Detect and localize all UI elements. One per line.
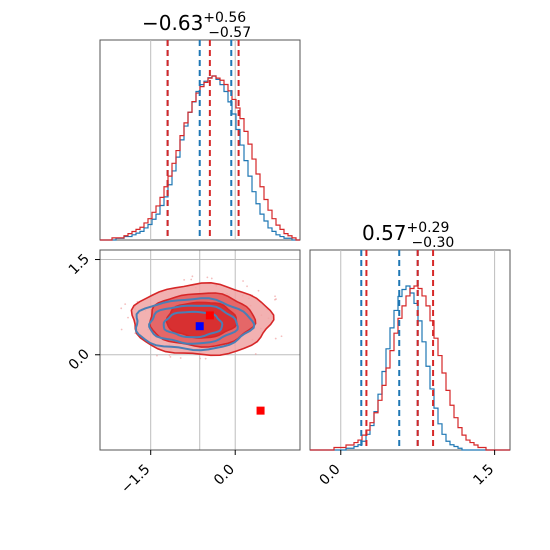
joint-scatter-point [190, 278, 193, 281]
joint-scatter-point [120, 328, 123, 331]
joint-scatter-point [206, 276, 209, 279]
marginal-y-ticks: 0.0 1.5 [317, 450, 497, 489]
panel-marginal-x [99, 39, 301, 241]
marginal-y-hist-blue [310, 285, 510, 451]
marginal-y-tick-label-0: 0.0 [317, 462, 344, 489]
joint-scatter-point [257, 289, 260, 292]
joint-scatter-point [168, 354, 171, 356]
joint-scatter-point [280, 335, 283, 338]
joint-scatter-point [127, 316, 129, 319]
joint-scatter-point [274, 295, 276, 298]
marginal-x-title: −0.63+0.56 −0.57 [142, 10, 251, 41]
panel-joint: −1.5 0.0 0.0 1.5 [66, 249, 301, 497]
joint-y-tick-label-1: 1.5 [66, 251, 93, 278]
joint-scatter-point [242, 280, 244, 282]
joint-scatter-point [246, 285, 248, 288]
joint-markers [195, 311, 265, 415]
marginal-x-title-value: −0.63 [142, 11, 203, 35]
joint-contour-blue-level-1 [148, 304, 239, 345]
marginal-y-tick-label-1: 1.5 [470, 462, 497, 489]
joint-y-tick-label-0: 0.0 [66, 346, 93, 373]
joint-scatter-point [254, 353, 257, 355]
joint-scatter-point [169, 355, 172, 358]
joint-marker-2 [256, 406, 265, 415]
marginal-y-title-value: 0.57 [362, 221, 407, 245]
joint-contours [130, 281, 275, 357]
joint-scatter-point [191, 275, 194, 278]
joint-frame [99, 249, 301, 451]
marginal-x-gridlines [150, 40, 236, 240]
marginal-y-quantile-lines [360, 250, 435, 450]
joint-scatter-point [179, 357, 182, 359]
marginal-y-title: 0.57+0.29 −0.30 [362, 220, 454, 251]
joint-x-tick-label-1: 0.0 [211, 462, 238, 489]
marginal-x-title-plus: +0.56 [203, 10, 246, 26]
joint-scatter-point [199, 357, 202, 360]
joint-x-tick-label-0: −1.5 [118, 462, 153, 497]
joint-scatter-point [156, 354, 158, 357]
marginal-y-title-minus: −0.30 [411, 235, 454, 251]
marginal-x-quantile-lines [166, 40, 240, 240]
marginal-y-gridlines [340, 250, 496, 450]
joint-scatter-point [204, 357, 207, 360]
joint-scatter-point [124, 303, 127, 306]
marginal-y-frame [309, 249, 511, 451]
marginal-y-hist-red [310, 285, 510, 451]
marginal-y-title-plus: +0.29 [407, 220, 450, 236]
joint-contour-blue-level-0 [134, 297, 256, 352]
joint-marker-0 [195, 322, 204, 331]
marginal-x-hist-red [100, 75, 300, 241]
joint-scatter-point [183, 278, 186, 281]
joint-scatter-point [274, 337, 277, 340]
marginal-x-histograms [100, 75, 300, 241]
joint-scatter-point [275, 298, 277, 300]
joint-marker-1 [205, 311, 214, 320]
joint-scatter-point [120, 307, 123, 310]
marginal-x-title-minus: −0.57 [208, 25, 251, 41]
joint-scatter-point [210, 277, 213, 280]
panel-marginal-y: 0.0 1.5 [309, 249, 511, 489]
marginal-y-histograms [310, 285, 510, 451]
